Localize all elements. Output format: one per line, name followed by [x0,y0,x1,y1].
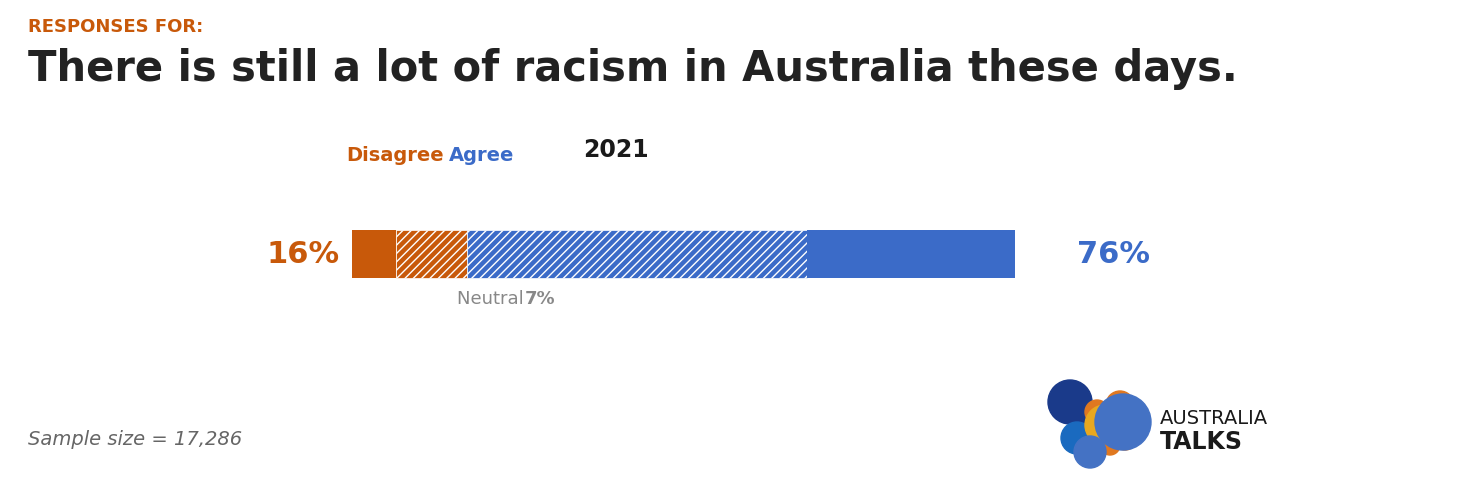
Circle shape [1085,405,1124,445]
Circle shape [1085,400,1108,424]
Text: AUSTRALIA: AUSTRALIA [1160,408,1268,427]
Text: There is still a lot of racism in Australia these days.: There is still a lot of racism in Austra… [28,48,1238,90]
Text: 7%: 7% [526,290,556,308]
Circle shape [1061,422,1094,454]
Text: Sample size = 17,286: Sample size = 17,286 [28,430,242,449]
Text: RESPONSES FOR:: RESPONSES FOR: [28,18,203,36]
Circle shape [1113,426,1138,450]
Bar [396,230,467,278]
Circle shape [1075,436,1105,468]
Text: 76%: 76% [1078,240,1149,268]
Text: Neutral: Neutral [457,290,530,308]
Text: 2021: 2021 [583,138,649,162]
Text: Agree: Agree [449,146,515,165]
Circle shape [1095,394,1151,450]
Text: Disagree: Disagree [346,146,445,165]
Bar [352,230,396,278]
Bar [467,230,806,278]
Text: 16%: 16% [267,240,341,268]
Circle shape [1105,391,1133,419]
Circle shape [1100,435,1120,455]
Circle shape [1073,408,1101,436]
Circle shape [1048,380,1092,424]
Bar [806,230,1014,278]
Text: TALKS: TALKS [1160,430,1243,454]
